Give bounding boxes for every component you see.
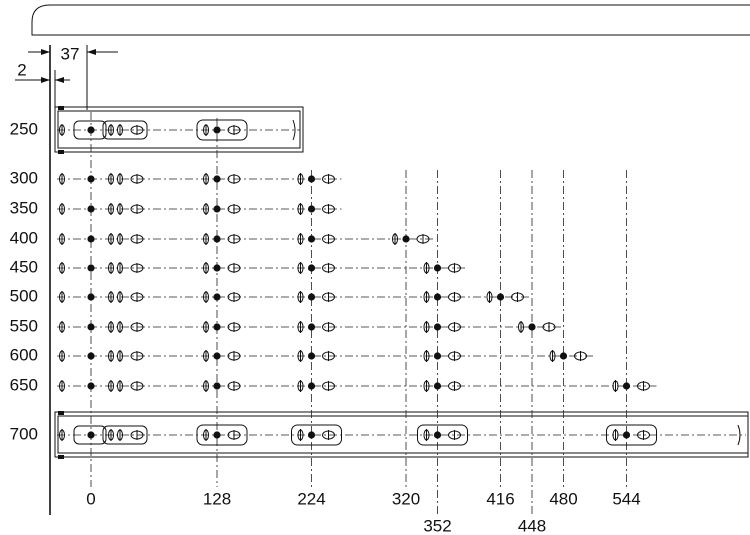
rail-end [737,424,741,446]
screw-point [87,235,95,243]
screw-point [307,264,316,272]
row-label: 350 [10,198,38,217]
screw-point [496,293,505,301]
column-label: 128 [203,489,231,508]
arrow [41,77,50,83]
column-label: 448 [518,516,546,535]
column-label: 544 [612,489,640,508]
screw-point [433,431,442,439]
column-label: 320 [392,489,420,508]
row-label: 600 [10,345,38,364]
rail-long [54,411,749,458]
screw-point [87,323,95,331]
screw-point [213,175,221,183]
rail-clip [58,411,64,415]
screw-point [213,205,221,213]
screw-point [307,205,316,213]
row-label: 650 [10,375,38,394]
screw-point [87,431,95,439]
rail-clip [58,455,64,459]
screw-point [307,431,316,439]
row-label: 400 [10,228,38,247]
rail-clip [58,150,64,154]
bracket [102,120,148,140]
column-label: 416 [486,489,514,508]
screw-point [307,382,316,390]
bracket [73,120,107,140]
screw-point [307,352,316,360]
bracket [73,425,107,445]
arrow [87,49,96,55]
row-label: 250 [10,119,38,138]
bracket [291,424,343,446]
screw-point [433,293,442,301]
screw-point [528,323,536,331]
screw-point [307,235,316,243]
screw-point [87,175,95,183]
screw-point [433,382,442,390]
screw-point [87,264,95,272]
bracket [102,425,148,445]
screw-point [622,382,631,390]
row-label: 550 [10,316,38,335]
dimension-label: 37 [61,44,80,63]
screw-point [213,382,221,390]
dimension-label: 2 [17,60,26,79]
screw-point [87,352,95,360]
arrow [41,49,50,55]
rail-short [54,106,304,153]
screw-point [87,126,95,134]
screw-point [402,235,410,243]
rail-inner [57,110,301,149]
arrow [55,77,64,83]
rail-inner [57,415,749,454]
bracket [417,424,469,446]
bracket [196,119,248,141]
screw-point [433,264,442,272]
screw-point [213,126,221,134]
screw-point [307,293,316,301]
column-label: 480 [549,489,577,508]
row-label: 300 [10,168,38,187]
bracket [606,424,658,446]
column-label: 224 [297,489,325,508]
screw-point [213,293,221,301]
screw-point [213,352,221,360]
row-label: 450 [10,257,38,276]
screw-point [87,382,95,390]
screw-point [213,235,221,243]
column-label: 352 [423,516,451,535]
screw-point [87,293,95,301]
screw-point [87,205,95,213]
screw-point [433,352,442,360]
row-label: 700 [10,424,38,443]
screw-point [307,323,316,331]
screw-point [213,431,221,439]
screw-point [622,431,631,439]
screw-point [559,352,568,360]
column-label: 0 [86,489,95,508]
screw-point [213,264,221,272]
rail-clip [58,106,64,110]
screw-point [433,323,442,331]
row-label: 500 [10,286,38,305]
screw-point [307,175,316,183]
screw-point [213,323,221,331]
rail-end [292,119,296,141]
cabinet-top [31,4,750,36]
bracket [196,424,248,446]
